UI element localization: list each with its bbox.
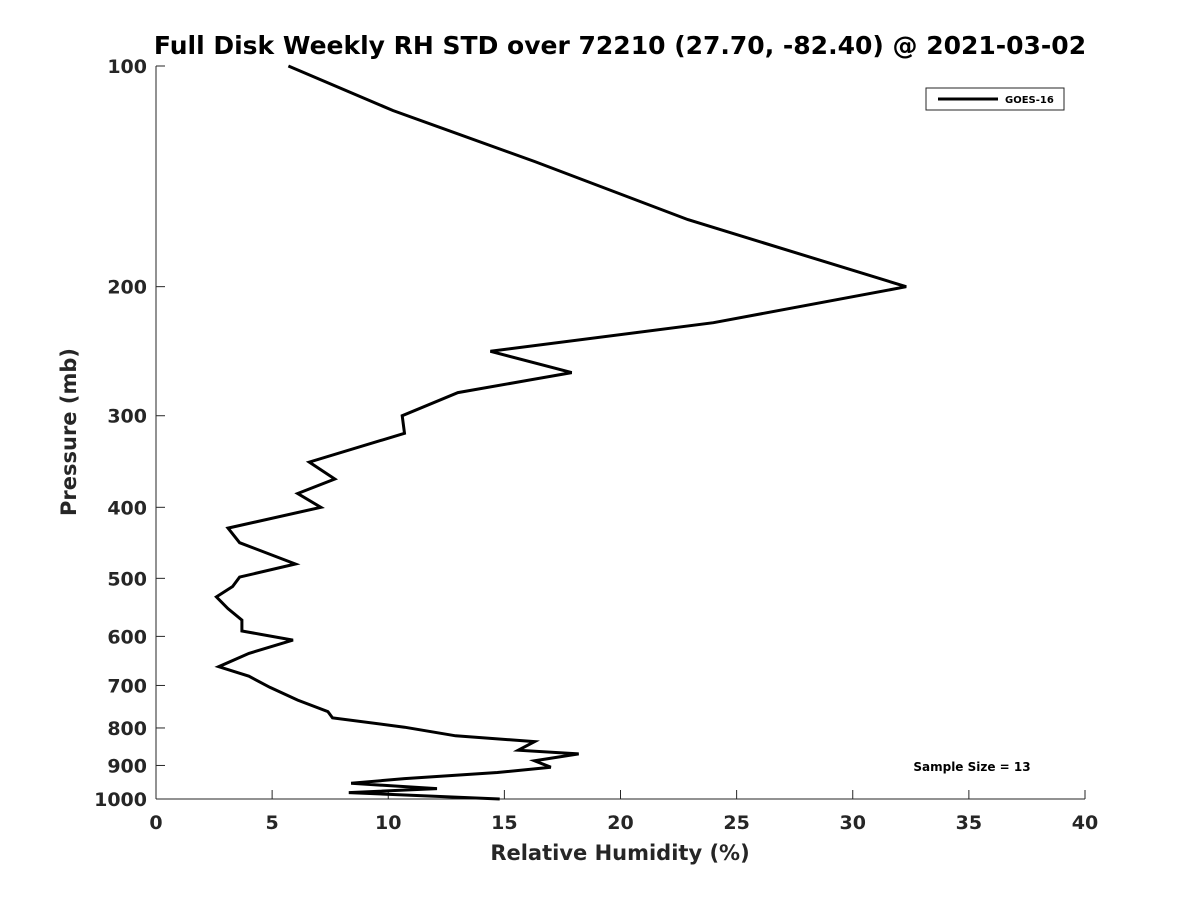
legend: GOES-16: [925, 87, 1065, 111]
y-tick-label: 1000: [94, 789, 147, 811]
sample-size-annotation: Sample Size = 13: [913, 760, 1030, 774]
x-tick-label: 40: [1072, 812, 1098, 834]
y-tick-label: 200: [107, 277, 147, 299]
y-tick-label: 800: [107, 718, 147, 740]
x-tick-label: 10: [375, 812, 401, 834]
y-tick-label: 500: [107, 568, 147, 590]
y-tick-label: 400: [107, 497, 147, 519]
y-axis-ticks: 100 200 300 400 500 600 700 800 900 1000: [94, 56, 165, 811]
x-tick-label: 15: [491, 812, 517, 834]
series-layer: [214, 64, 907, 801]
y-axis-label: Pressure (mb): [57, 348, 81, 516]
chart-title: Full Disk Weekly RH STD over 72210 (27.7…: [154, 31, 1086, 60]
y-tick-label: 900: [107, 755, 147, 777]
y-tick-label: 100: [107, 56, 147, 78]
y-tick-label: 700: [107, 675, 147, 697]
x-axis-ticks: 0 5 10 15 20 25 30 35 40: [149, 790, 1098, 834]
x-tick-label: 25: [723, 812, 749, 834]
x-tick-label: 0: [149, 812, 162, 834]
x-tick-label: 5: [266, 812, 279, 834]
x-tick-label: 30: [840, 812, 866, 834]
plot-axes: [155, 66, 1085, 800]
y-tick-label: 600: [107, 626, 147, 648]
x-tick-label: 35: [956, 812, 982, 834]
y-tick-label: 300: [107, 406, 147, 428]
legend-entry-label: GOES-16: [1005, 95, 1054, 106]
x-axis-label: Relative Humidity (%): [490, 841, 749, 865]
x-tick-label: 20: [607, 812, 633, 834]
series-line-goes-16: [214, 64, 907, 801]
